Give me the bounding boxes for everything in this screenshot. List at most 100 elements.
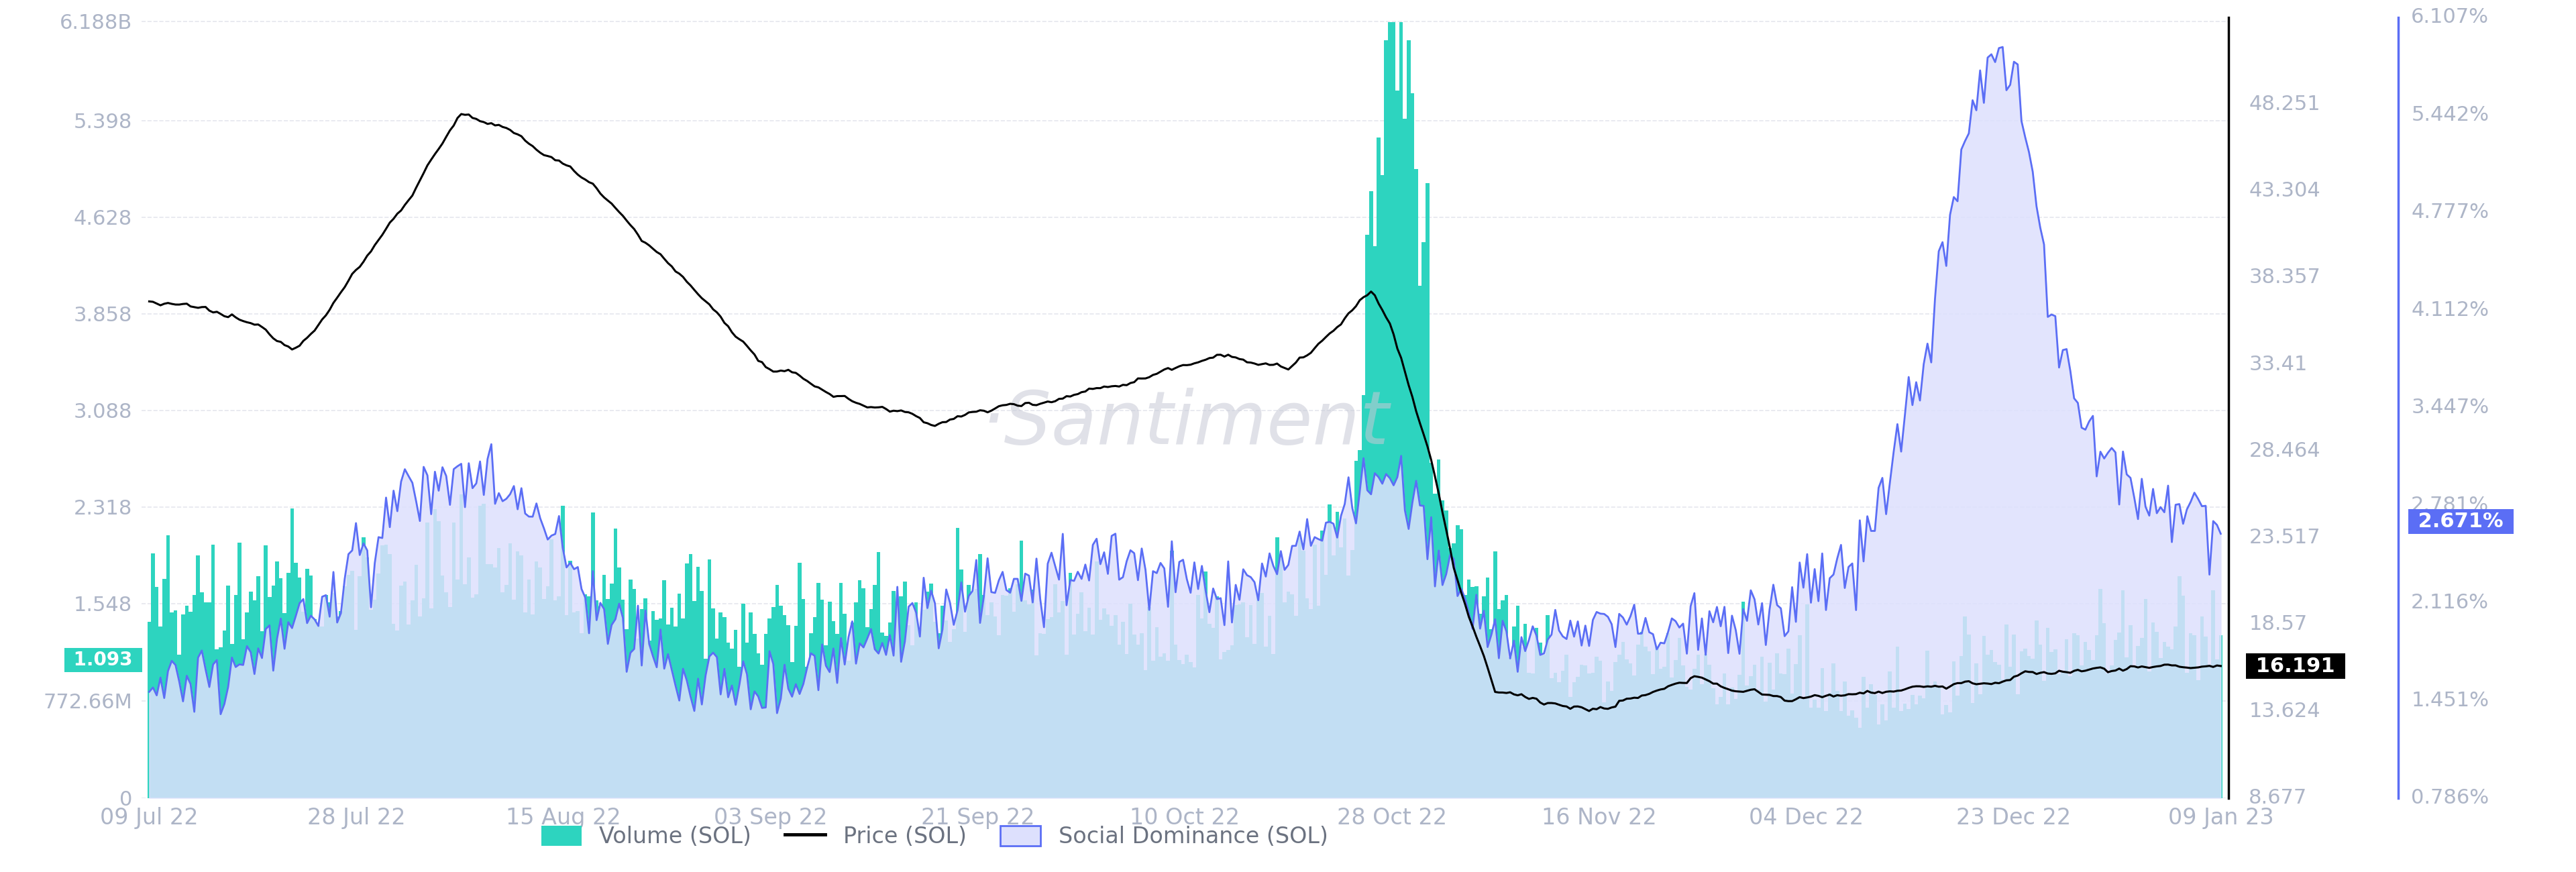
- Bar: [1914, 705, 1919, 798]
- Bar: [1522, 623, 1528, 798]
- Bar: [1971, 703, 1973, 798]
- Bar: [443, 593, 448, 798]
- Bar: [688, 554, 693, 798]
- Bar: [1167, 661, 1170, 798]
- Bar: [301, 612, 304, 798]
- Bar: [1365, 235, 1370, 798]
- Bar: [1224, 651, 1226, 798]
- Bar: [1136, 645, 1139, 798]
- Bar: [180, 615, 185, 798]
- Bar: [343, 586, 348, 798]
- Bar: [1479, 614, 1481, 798]
- Bar: [1641, 632, 1643, 798]
- Bar: [1105, 614, 1110, 798]
- Text: 8.677: 8.677: [2249, 788, 2308, 807]
- Bar: [1780, 673, 1783, 798]
- Bar: [1175, 644, 1177, 798]
- Text: 33.41: 33.41: [2249, 355, 2308, 374]
- Bar: [227, 585, 229, 798]
- Bar: [1278, 559, 1283, 798]
- Bar: [1440, 501, 1445, 798]
- Bar: [1064, 655, 1069, 798]
- Bar: [2002, 679, 2004, 798]
- Bar: [742, 603, 744, 798]
- Bar: [884, 636, 889, 798]
- Bar: [873, 585, 876, 798]
- Bar: [917, 629, 922, 798]
- Bar: [819, 600, 824, 798]
- Bar: [556, 596, 562, 798]
- Bar: [2102, 623, 2107, 798]
- Bar: [1510, 657, 1512, 798]
- Bar: [889, 623, 891, 798]
- Bar: [768, 618, 770, 798]
- Bar: [214, 649, 219, 798]
- Bar: [1502, 600, 1504, 798]
- Bar: [896, 604, 899, 798]
- Bar: [1571, 682, 1577, 798]
- Bar: [938, 633, 940, 798]
- Bar: [1103, 609, 1105, 798]
- Bar: [1185, 655, 1188, 798]
- Bar: [1749, 676, 1752, 798]
- Bar: [1177, 660, 1182, 798]
- Bar: [659, 618, 662, 798]
- Bar: [662, 580, 667, 798]
- Bar: [1873, 695, 1878, 798]
- Bar: [675, 627, 677, 798]
- Text: 13.624: 13.624: [2249, 701, 2321, 721]
- Bar: [1069, 573, 1072, 798]
- Bar: [2022, 649, 2027, 798]
- Bar: [170, 612, 173, 798]
- Bar: [1551, 678, 1553, 798]
- Bar: [2110, 665, 2112, 798]
- Bar: [1242, 603, 1244, 798]
- Bar: [855, 603, 858, 798]
- Bar: [2174, 626, 2177, 798]
- Bar: [165, 535, 170, 798]
- Bar: [2112, 640, 2117, 798]
- Bar: [1595, 657, 1600, 798]
- Bar: [1723, 673, 1726, 798]
- Bar: [152, 553, 155, 798]
- Bar: [716, 638, 719, 798]
- Bar: [891, 590, 896, 798]
- Bar: [989, 603, 994, 798]
- Bar: [1842, 682, 1847, 798]
- Bar: [299, 577, 301, 798]
- Bar: [474, 594, 479, 798]
- Bar: [541, 599, 546, 798]
- Bar: [1767, 663, 1772, 798]
- Bar: [1643, 647, 1649, 798]
- Bar: [2009, 667, 2012, 798]
- Bar: [263, 545, 268, 798]
- Bar: [1556, 682, 1561, 798]
- Bar: [1030, 589, 1036, 798]
- Bar: [1494, 551, 1497, 798]
- Bar: [667, 624, 670, 798]
- Bar: [1865, 708, 1870, 798]
- Bar: [1260, 593, 1265, 798]
- Bar: [1569, 697, 1571, 798]
- Bar: [2141, 637, 2143, 798]
- Bar: [1757, 690, 1759, 798]
- Bar: [1945, 705, 1947, 798]
- Bar: [652, 611, 654, 798]
- Bar: [1978, 694, 1981, 798]
- Bar: [1584, 665, 1587, 798]
- Bar: [963, 632, 966, 798]
- Bar: [2125, 657, 2128, 798]
- Bar: [1947, 712, 1953, 798]
- Bar: [1600, 661, 1602, 798]
- Bar: [595, 600, 598, 798]
- Bar: [368, 610, 374, 798]
- Bar: [971, 591, 974, 798]
- Bar: [147, 622, 152, 798]
- Bar: [1061, 601, 1064, 798]
- Bar: [1870, 685, 1873, 798]
- Bar: [1128, 604, 1133, 798]
- Bar: [2200, 617, 2205, 798]
- Bar: [1832, 664, 1834, 798]
- Legend: Volume (SOL), Price (SOL), Social Dominance (SOL): Volume (SOL), Price (SOL), Social Domina…: [533, 817, 1337, 857]
- Bar: [994, 617, 997, 798]
